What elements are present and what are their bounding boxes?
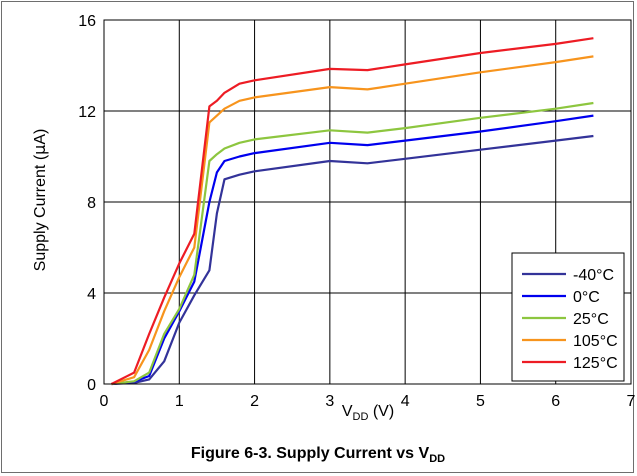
plot-area-border (103, 19, 632, 385)
x-tick-labels: 0 1 2 3 4 5 6 7 (100, 393, 636, 410)
series-line-3 (111, 55, 594, 386)
series-line-1 (111, 114, 594, 386)
legend-label: -40°C (573, 267, 614, 284)
x-tick-label: 7 (627, 393, 636, 410)
x-tick-label: 3 (325, 393, 334, 410)
y-tick-labels: 0 4 8 12 16 (78, 13, 96, 394)
legend-label: 25°C (573, 311, 609, 328)
x-tick-label: 6 (551, 393, 560, 410)
x-axis-title: VDD (V) (342, 403, 394, 423)
legend-label: 105°C (573, 333, 618, 350)
y-tick-label: 16 (78, 13, 96, 30)
y-tick-label: 12 (78, 104, 96, 121)
y-tick-label: 4 (87, 286, 96, 303)
legend-label: 0°C (573, 289, 600, 306)
x-tick-label: 1 (175, 393, 184, 410)
series-line-0 (111, 134, 594, 386)
y-axis-title: Supply Current (µA) (30, 129, 49, 272)
legend-label: 125°C (573, 355, 618, 372)
y-tick-label: 8 (87, 195, 96, 212)
x-tick-label: 4 (401, 393, 410, 410)
series-lines (111, 37, 594, 386)
x-tick-label: 5 (476, 393, 485, 410)
figure-caption: Figure 6-3. Supply Current vs VDD (191, 445, 445, 465)
legend: -40°C 0°C 25°C 105°C 125°C (511, 252, 625, 382)
y-tick-label: 0 (87, 377, 96, 394)
series-line-4 (111, 37, 594, 385)
series-line-2 (111, 101, 594, 386)
x-tick-label: 2 (250, 393, 259, 410)
x-tick-label: 0 (100, 393, 109, 410)
